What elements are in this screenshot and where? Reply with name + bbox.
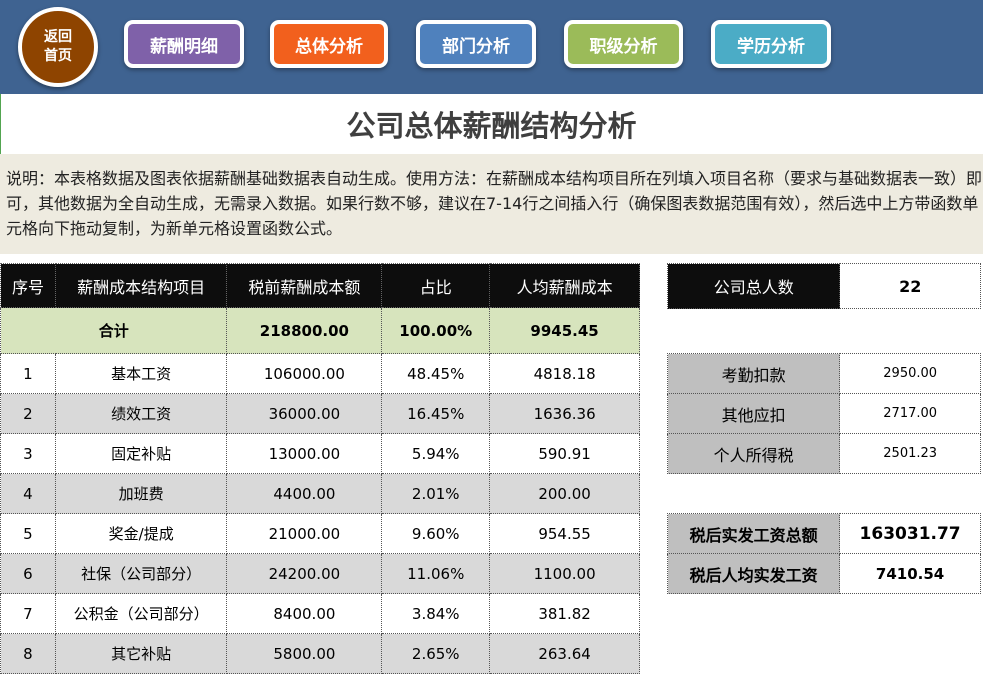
row-no[interactable]: 8 [0, 633, 56, 674]
total-label[interactable]: 合计 [0, 307, 228, 354]
total-ratio[interactable]: 100.00% [381, 307, 491, 354]
table-row: 7 公积金（公司部分） 8400.00 3.84% 381.82 [0, 593, 640, 634]
table-row: 4 加班费 4400.00 2.01% 200.00 [0, 473, 640, 514]
table-row: 1 基本工资 106000.00 48.45% 4818.18 [0, 353, 640, 394]
row-item[interactable]: 基本工资 [54, 353, 228, 394]
salary-structure-table: 序号 薪酬成本结构项目 税前薪酬成本额 占比 人均薪酬成本 合计 218800.… [0, 263, 640, 674]
deduction-label[interactable]: 其他应扣 [666, 393, 841, 434]
row-item[interactable]: 奖金/提成 [54, 513, 228, 554]
row-per-capita[interactable]: 1100.00 [489, 553, 640, 594]
row-amount[interactable]: 24200.00 [226, 553, 383, 594]
row-item[interactable]: 加班费 [54, 473, 228, 514]
page-title: 公司总体薪酬结构分析 [346, 109, 637, 143]
row-ratio[interactable]: 9.60% [381, 513, 491, 554]
row-amount[interactable]: 8400.00 [226, 593, 383, 634]
rank-analysis-button[interactable]: 职级分析 [564, 20, 683, 68]
row-item[interactable]: 公积金（公司部分） [54, 593, 228, 634]
row-no[interactable]: 4 [0, 473, 56, 514]
table-row: 3 固定补贴 13000.00 5.94% 590.91 [0, 433, 640, 474]
table-header-row: 序号 薪酬成本结构项目 税前薪酬成本额 占比 人均薪酬成本 [0, 263, 640, 308]
header-amount[interactable]: 税前薪酬成本额 [226, 263, 383, 308]
row-ratio[interactable]: 2.01% [381, 473, 491, 514]
row-item[interactable]: 其它补贴 [54, 633, 228, 674]
row-item[interactable]: 固定补贴 [54, 433, 228, 474]
row-per-capita[interactable]: 200.00 [489, 473, 640, 514]
row-per-capita[interactable]: 381.82 [489, 593, 640, 634]
row-per-capita[interactable]: 263.64 [489, 633, 640, 674]
row-per-capita[interactable]: 590.91 [489, 433, 640, 474]
net-pay-table: 税后实发工资总额 163031.77 税后人均实发工资 7410.54 [666, 513, 981, 594]
header-per-capita[interactable]: 人均薪酬成本 [489, 263, 640, 308]
row-amount[interactable]: 106000.00 [226, 353, 383, 394]
header-item[interactable]: 薪酬成本结构项目 [54, 263, 228, 308]
education-analysis-button[interactable]: 学历分析 [711, 20, 831, 68]
row-no[interactable]: 1 [0, 353, 56, 394]
row-amount[interactable]: 13000.00 [226, 433, 383, 474]
cell-border-line [0, 94, 1, 154]
table-row: 5 奖金/提成 21000.00 9.60% 954.55 [0, 513, 640, 554]
table-row: 2 绩效工资 36000.00 16.45% 1636.36 [0, 393, 640, 434]
description-text: 说明：本表格数据及图表依据薪酬基础数据表自动生成。使用方法：在薪酬成本结构项目所… [0, 154, 983, 254]
salary-detail-button[interactable]: 薪酬明细 [124, 20, 244, 68]
net-pay-value[interactable]: 7410.54 [839, 553, 981, 594]
headcount-table: 公司总人数 22 [666, 263, 981, 309]
row-no[interactable]: 5 [0, 513, 56, 554]
row-no[interactable]: 2 [0, 393, 56, 434]
net-pay-value[interactable]: 163031.77 [839, 513, 981, 554]
deduction-label[interactable]: 考勤扣款 [666, 353, 841, 394]
total-row: 合计 218800.00 100.00% 9945.45 [0, 307, 640, 354]
row-no[interactable]: 6 [0, 553, 56, 594]
row-no[interactable]: 3 [0, 433, 56, 474]
deduction-value[interactable]: 2950.00 [839, 353, 981, 394]
headcount-value[interactable]: 22 [839, 263, 981, 309]
home-label-line1: 返回 [44, 29, 72, 45]
total-amount[interactable]: 218800.00 [226, 307, 383, 354]
deduction-value[interactable]: 2501.23 [839, 433, 981, 474]
row-amount[interactable]: 36000.00 [226, 393, 383, 434]
top-navigation-bar: 返回 首页 薪酬明细 总体分析 部门分析 职级分析 学历分析 [0, 0, 983, 94]
row-amount[interactable]: 4400.00 [226, 473, 383, 514]
row-per-capita[interactable]: 4818.18 [489, 353, 640, 394]
row-item[interactable]: 绩效工资 [54, 393, 228, 434]
row-amount[interactable]: 5800.00 [226, 633, 383, 674]
row-ratio[interactable]: 2.65% [381, 633, 491, 674]
deduction-label[interactable]: 个人所得税 [666, 433, 841, 474]
table-row: 6 社保（公司部分） 24200.00 11.06% 1100.00 [0, 553, 640, 594]
row-per-capita[interactable]: 954.55 [489, 513, 640, 554]
row-no[interactable]: 7 [0, 593, 56, 634]
net-pay-label[interactable]: 税后人均实发工资 [666, 553, 841, 594]
row-per-capita[interactable]: 1636.36 [489, 393, 640, 434]
deductions-table: 考勤扣款 2950.00 其他应扣 2717.00 个人所得税 2501.23 [666, 353, 981, 474]
overall-analysis-button[interactable]: 总体分析 [270, 20, 388, 68]
total-per-capita[interactable]: 9945.45 [489, 307, 640, 354]
home-label-line2: 首页 [44, 48, 72, 64]
headcount-label[interactable]: 公司总人数 [666, 263, 841, 309]
row-item[interactable]: 社保（公司部分） [54, 553, 228, 594]
row-ratio[interactable]: 11.06% [381, 553, 491, 594]
row-ratio[interactable]: 48.45% [381, 353, 491, 394]
header-ratio[interactable]: 占比 [381, 263, 491, 308]
row-ratio[interactable]: 5.94% [381, 433, 491, 474]
row-amount[interactable]: 21000.00 [226, 513, 383, 554]
net-pay-label[interactable]: 税后实发工资总额 [666, 513, 841, 554]
row-ratio[interactable]: 3.84% [381, 593, 491, 634]
home-button[interactable]: 返回 首页 [18, 7, 98, 87]
header-no[interactable]: 序号 [0, 263, 56, 308]
department-analysis-button[interactable]: 部门分析 [416, 20, 536, 68]
table-row: 8 其它补贴 5800.00 2.65% 263.64 [0, 633, 640, 674]
row-ratio[interactable]: 16.45% [381, 393, 491, 434]
deduction-value[interactable]: 2717.00 [839, 393, 981, 434]
